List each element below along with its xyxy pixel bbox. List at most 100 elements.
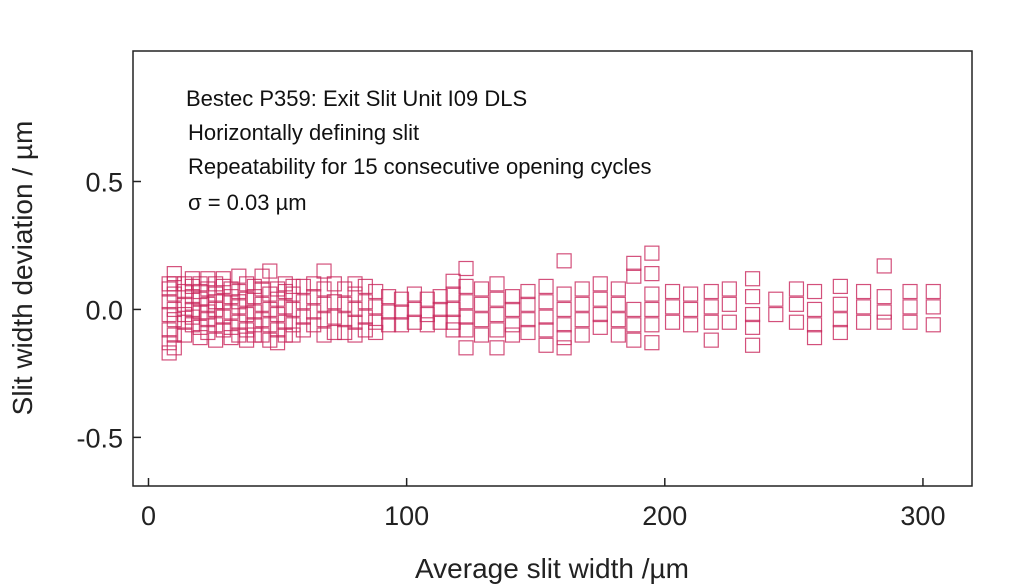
data-point [192, 329, 208, 346]
data-point [357, 322, 373, 338]
data-point [223, 319, 239, 335]
data-point [166, 286, 182, 302]
data-point [285, 278, 301, 295]
data-point [556, 301, 572, 318]
data-point [326, 309, 342, 325]
data-point [231, 327, 247, 343]
data-point [161, 294, 177, 310]
data-point [445, 286, 461, 302]
data-point [269, 335, 286, 351]
data-point [489, 322, 505, 338]
data-point [445, 314, 461, 330]
data-point [744, 306, 761, 323]
data-point [721, 296, 737, 312]
data-point [538, 278, 554, 295]
data-point [285, 286, 301, 302]
data-point [277, 314, 293, 330]
data-point [520, 324, 536, 341]
data-point [238, 332, 255, 348]
data-point [855, 314, 872, 330]
data-point [520, 283, 536, 300]
data-point [574, 296, 590, 312]
data-point [161, 335, 177, 351]
data-point [876, 289, 892, 305]
x-tick-label: 0 [141, 501, 156, 531]
data-point [337, 296, 353, 312]
x-axis-label: Average slit width /µm [415, 553, 689, 584]
data-point [644, 335, 660, 351]
data-point [664, 283, 681, 300]
data-point [238, 276, 255, 292]
data-point [262, 286, 278, 302]
data-point [262, 301, 278, 318]
data-point [295, 294, 311, 310]
data-point [184, 289, 200, 305]
data-point [380, 317, 397, 333]
data-point [806, 317, 823, 333]
data-point [357, 294, 373, 310]
annotation-line-2: Horizontally defining slit [188, 120, 419, 145]
data-point [231, 268, 247, 284]
data-point [556, 317, 572, 333]
data-point [380, 289, 397, 305]
data-point [368, 299, 384, 315]
data-point [538, 309, 554, 325]
data-point [215, 309, 231, 325]
y-tick-label: 0.0 [85, 295, 123, 325]
data-point [832, 312, 848, 328]
data-point [208, 286, 224, 302]
annotation-line-4: σ = 0.03 µm [188, 190, 307, 215]
data-point [504, 289, 521, 305]
data-point [902, 314, 918, 330]
data-point [902, 299, 918, 315]
annotation-line-1: Bestec P359: Exit Slit Unit I09 DLS [186, 86, 527, 111]
data-point [393, 317, 410, 333]
data-point [192, 283, 208, 300]
data-point [489, 276, 505, 292]
data-point [556, 253, 572, 269]
data-point [306, 289, 322, 305]
data-point [626, 332, 642, 348]
data-point [538, 337, 554, 353]
data-point [419, 306, 435, 323]
data-point [166, 301, 182, 318]
data-point [184, 309, 200, 325]
data-point [806, 283, 823, 300]
data-point [703, 299, 719, 315]
data-point [184, 278, 200, 295]
data-point [231, 314, 247, 330]
data-point [768, 306, 784, 323]
data-point [473, 296, 490, 312]
data-point [556, 286, 572, 302]
data-point [184, 301, 200, 318]
data-point [269, 322, 286, 338]
data-point [592, 276, 608, 292]
data-point [277, 299, 293, 315]
data-point [200, 324, 216, 341]
data-point [177, 276, 193, 292]
data-point [269, 291, 286, 307]
data-point [538, 294, 554, 310]
data-point [406, 314, 422, 330]
data-point [626, 255, 642, 271]
data-point [592, 291, 608, 307]
data-point [254, 312, 270, 328]
data-point [644, 286, 660, 302]
plot-frame [132, 50, 973, 487]
data-point [246, 304, 262, 320]
data-point [326, 276, 342, 292]
data-point [215, 271, 231, 287]
data-point [200, 304, 216, 320]
data-point [347, 301, 363, 318]
data-point [316, 281, 332, 297]
data-point [200, 271, 216, 287]
data-point [538, 322, 554, 338]
data-point [445, 322, 461, 338]
data-point [788, 281, 805, 297]
y-axis-label: Slit width deviation / µm [7, 121, 38, 416]
data-point [347, 276, 363, 292]
data-point [192, 319, 208, 335]
data-point [610, 312, 626, 328]
axis-ticks: 0 100 200 300 0.5 0.0 -0.5 [76, 168, 945, 532]
data-point [393, 304, 410, 320]
